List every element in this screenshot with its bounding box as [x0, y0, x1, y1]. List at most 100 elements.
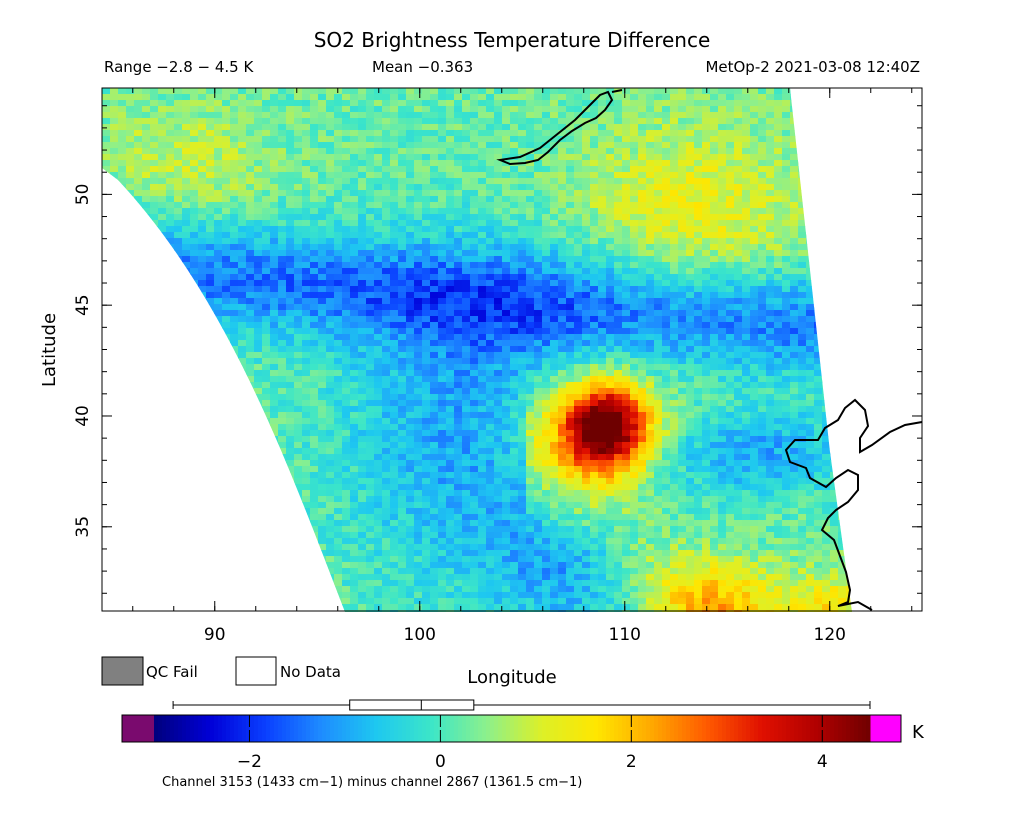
- heatmap-cell: [686, 220, 695, 227]
- heatmap-cell: [718, 142, 727, 149]
- heatmap-cell: [614, 382, 623, 389]
- heatmap-cell: [622, 208, 631, 215]
- heatmap-cell: [254, 118, 263, 125]
- heatmap-cell: [678, 154, 687, 161]
- heatmap-cell: [486, 358, 495, 365]
- heatmap-cell: [422, 292, 431, 299]
- heatmap-cell: [478, 208, 487, 215]
- heatmap-cell: [190, 124, 199, 131]
- heatmap-cell: [294, 112, 303, 119]
- heatmap-cell: [222, 160, 231, 167]
- heatmap-cell: [534, 220, 543, 227]
- heatmap-cell: [694, 208, 703, 215]
- heatmap-cell: [182, 232, 191, 239]
- heatmap-cell: [542, 136, 551, 143]
- heatmap-cell: [646, 274, 655, 281]
- heatmap-cell: [454, 262, 463, 269]
- heatmap-cell: [718, 274, 727, 281]
- heatmap-cell: [206, 106, 215, 113]
- heatmap-cell: [446, 262, 455, 269]
- heatmap-cell: [534, 352, 543, 359]
- heatmap-cell: [638, 286, 647, 293]
- heatmap-cell: [382, 136, 391, 143]
- heatmap-cell: [478, 214, 487, 221]
- heatmap-cell: [502, 166, 511, 173]
- heatmap-cell: [342, 310, 351, 317]
- heatmap-cell: [598, 160, 607, 167]
- heatmap-cell: [718, 382, 727, 389]
- heatmap-cell: [750, 328, 759, 335]
- heatmap-cell: [406, 148, 415, 155]
- heatmap-cell: [582, 256, 591, 263]
- heatmap-cell: [390, 304, 399, 311]
- heatmap-cell: [758, 160, 767, 167]
- heatmap-cell: [462, 220, 471, 227]
- heatmap-cell: [646, 328, 655, 335]
- heatmap-cell: [718, 136, 727, 143]
- heatmap-cell: [470, 124, 479, 131]
- heatmap-cell: [326, 238, 335, 245]
- heatmap-cell: [294, 178, 303, 185]
- heatmap-cell: [638, 226, 647, 233]
- heatmap-cell: [310, 364, 319, 371]
- heatmap-cell: [470, 286, 479, 293]
- heatmap-cell: [662, 142, 671, 149]
- heatmap-cell: [254, 160, 263, 167]
- heatmap-cell: [742, 238, 751, 245]
- heatmap-cell: [406, 178, 415, 185]
- heatmap-cell: [686, 214, 695, 221]
- heatmap-cell: [454, 124, 463, 131]
- heatmap-cell: [358, 202, 367, 209]
- heatmap-cell: [278, 238, 287, 245]
- heatmap-cell: [134, 112, 143, 119]
- heatmap-cell: [526, 382, 535, 389]
- heatmap-cell: [814, 376, 823, 383]
- heatmap-cell: [254, 322, 263, 329]
- heatmap-cell: [294, 400, 303, 407]
- heatmap-cell: [414, 250, 423, 257]
- heatmap-cell: [574, 208, 583, 215]
- heatmap-cell: [526, 244, 535, 251]
- heatmap-cell: [702, 292, 711, 299]
- heatmap-cell: [326, 184, 335, 191]
- heatmap-cell: [758, 172, 767, 179]
- heatmap-cell: [558, 376, 567, 383]
- heatmap-cell: [598, 166, 607, 173]
- heatmap-cell: [206, 250, 215, 257]
- heatmap-cell: [774, 178, 783, 185]
- heatmap-cell: [550, 178, 559, 185]
- heatmap-cell: [494, 118, 503, 125]
- heatmap-cell: [358, 100, 367, 107]
- heatmap-cell: [358, 190, 367, 197]
- heatmap-cell: [278, 244, 287, 251]
- heatmap-cell: [662, 112, 671, 119]
- heatmap-cell: [718, 310, 727, 317]
- heatmap-cell: [334, 118, 343, 125]
- heatmap-cell: [494, 214, 503, 221]
- heatmap-cell: [518, 316, 527, 323]
- heatmap-cell: [438, 130, 447, 137]
- heatmap-cell: [254, 382, 263, 389]
- heatmap-cell: [222, 190, 231, 197]
- heatmap-cell: [766, 298, 775, 305]
- heatmap-cell: [142, 190, 151, 197]
- heatmap-cell: [582, 196, 591, 203]
- heatmap-cell: [382, 400, 391, 407]
- heatmap-cell: [702, 208, 711, 215]
- heatmap-cell: [270, 160, 279, 167]
- heatmap-cell: [662, 358, 671, 365]
- heatmap-cell: [270, 142, 279, 149]
- heatmap-cell: [718, 292, 727, 299]
- heatmap-cell: [574, 328, 583, 335]
- heatmap-cell: [382, 124, 391, 131]
- heatmap-cell: [446, 100, 455, 107]
- heatmap-cell: [374, 388, 383, 395]
- heatmap-cell: [262, 166, 271, 173]
- heatmap-cell: [566, 310, 575, 317]
- heatmap-cell: [174, 148, 183, 155]
- heatmap-cell: [334, 346, 343, 353]
- heatmap-cell: [342, 178, 351, 185]
- heatmap-cell: [238, 214, 247, 221]
- heatmap-cell: [318, 262, 327, 269]
- heatmap-cell: [654, 238, 663, 245]
